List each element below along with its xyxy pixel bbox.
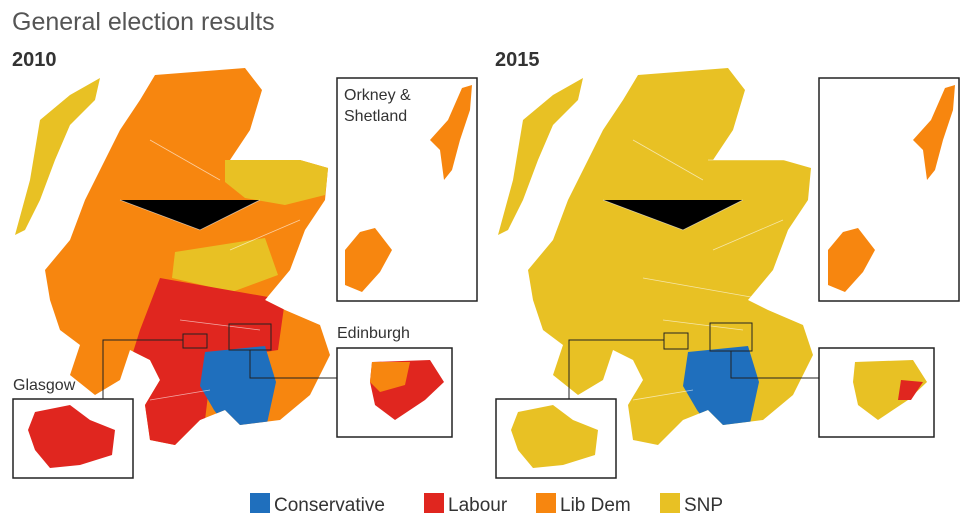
edinburgh-west (370, 362, 410, 392)
year-label: 2010 (12, 49, 57, 71)
legend-swatch (660, 493, 680, 513)
region (118, 278, 285, 445)
legend-swatch (536, 493, 556, 513)
year-label: 2015 (495, 49, 540, 71)
title: General election results (12, 8, 275, 36)
legend-label: Lib Dem (560, 495, 631, 516)
inset-label: Shetland (344, 108, 407, 125)
region (683, 346, 759, 432)
glasgow (511, 405, 598, 468)
glasgow (28, 405, 115, 468)
orkney (828, 228, 875, 292)
legend-swatch (424, 493, 444, 513)
map-2015 (495, 68, 960, 479)
western-isles (15, 78, 100, 235)
region (200, 346, 276, 432)
edinburgh (853, 360, 927, 420)
shetland (430, 85, 472, 180)
inset-label: Orkney & (344, 87, 411, 104)
western-isles (498, 78, 583, 235)
map-2010: Orkney & Shetland Glasgow Edinburgh (12, 68, 478, 479)
legend-label: Labour (448, 495, 508, 516)
inset-label: Edinburgh (337, 325, 410, 342)
legend: Conservative Labour Lib Dem SNP (250, 493, 723, 516)
legend-label: Conservative (274, 495, 385, 516)
legend-label: SNP (684, 495, 723, 516)
edinburgh-east (898, 380, 923, 400)
shetland (913, 85, 955, 180)
legend-swatch (250, 493, 270, 513)
orkney (345, 228, 392, 292)
region (225, 160, 330, 205)
region (172, 238, 278, 292)
inset-label: Glasgow (13, 377, 76, 394)
